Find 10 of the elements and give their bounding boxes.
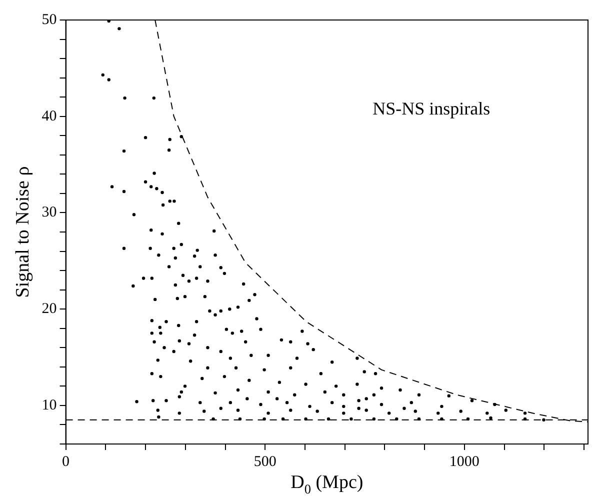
y-axis-title: Signal to Noise ρ [12, 166, 34, 298]
annotation: NS-NS inspirals [372, 98, 490, 119]
y-tick-label: 10 [42, 397, 57, 414]
y-tick-label: 40 [42, 108, 57, 124]
x-tick-label: 1000 [449, 454, 480, 470]
y-tick-label: 20 [42, 301, 57, 318]
y-tick-label: 50 [42, 12, 57, 28]
y-tick-label: 30 [42, 204, 57, 221]
x-tick-label: 0 [62, 454, 70, 470]
x-tick-label: 500 [254, 454, 276, 470]
